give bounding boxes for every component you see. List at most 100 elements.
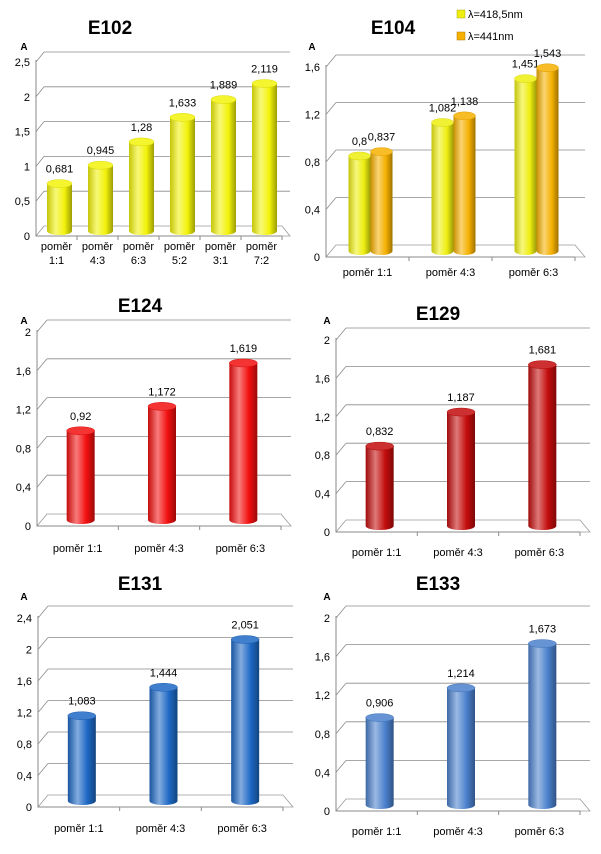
gridline-edge (325, 54, 337, 68)
y-tick-label: 0 (25, 521, 31, 533)
bar-top (128, 137, 155, 147)
data-label: 1,444 (150, 667, 178, 679)
gridline-edge (35, 156, 45, 167)
bar-body (148, 406, 176, 524)
gridline-edge (37, 700, 49, 713)
y-tick-label: 0,4 (305, 205, 320, 217)
bar-body (67, 715, 96, 805)
y-tick-label: 0 (26, 802, 32, 814)
x-tick-label: poměr 6:3 (515, 547, 565, 559)
gridline-edge (325, 149, 337, 163)
y-axis-label: A (20, 42, 27, 53)
gridline-edge (335, 442, 347, 456)
bar-body (528, 643, 557, 809)
y-tick-label: 0,4 (315, 767, 330, 779)
bar-body (370, 151, 393, 255)
bar-top (431, 118, 454, 127)
x-tick-label: poměr 4:3 (433, 826, 483, 838)
bar-e124-3 (229, 358, 258, 524)
gridline-edge (36, 358, 48, 372)
bar-body (88, 165, 113, 235)
bar-e133-3 (528, 639, 557, 809)
bar-body (211, 99, 236, 235)
bar-body (47, 183, 72, 235)
bar-e131-3 (230, 635, 260, 805)
y-axis-label: A (323, 316, 330, 327)
x-tick-label: poměr 1:1 (54, 823, 104, 835)
chart-title: E124 (118, 296, 163, 317)
gridline-edge (37, 763, 49, 776)
bar-e133-1 (365, 713, 394, 809)
bar-top (528, 360, 557, 369)
bar-e104-1-s2 (370, 147, 393, 255)
data-label: 1,633 (169, 97, 197, 109)
bar-top (149, 683, 178, 692)
y-tick-label: 0,4 (17, 771, 32, 783)
legend-swatch (456, 9, 466, 19)
bar-top (67, 711, 97, 720)
bar-top (169, 113, 196, 122)
y-tick-label: 0 (314, 252, 320, 264)
gridline-edge (335, 644, 347, 657)
x-tick-label: 7:2 (254, 255, 269, 267)
x-tick-label: 6:3 (131, 255, 146, 267)
bar-body (252, 83, 277, 235)
bar-e104-3-s2 (536, 63, 559, 255)
x-tick-label: poměr 1:1 (53, 543, 103, 555)
gridline-edge (35, 51, 45, 63)
data-label: 1,28 (131, 122, 152, 134)
gridline-edge (335, 760, 347, 773)
y-axis-label: A (323, 592, 330, 603)
gridline-edge (35, 190, 45, 202)
bar-body (149, 687, 178, 805)
chart-e133: 0 0,4 0,8 1,2 1,6 2 E133 A 0,906 poměr 1:1 1,214 po… (315, 574, 591, 838)
y-axis-label: A (20, 316, 27, 327)
bar-body (431, 122, 454, 255)
bar-body (231, 639, 260, 805)
y-tick-label: 2 (26, 645, 32, 657)
gridline-edge (37, 668, 49, 682)
data-label: 1,673 (529, 624, 557, 636)
bar-e102-2 (87, 160, 114, 235)
bar-e102-4 (169, 113, 196, 235)
y-tick-label: 1,2 (16, 405, 31, 417)
y-tick-label: 1,2 (17, 708, 32, 720)
y-tick-label: 2,5 (15, 57, 30, 69)
bar-top (251, 79, 278, 88)
data-label: 0,92 (70, 411, 91, 423)
x-tick-label: poměr (205, 241, 237, 253)
gridline-edge (37, 605, 49, 619)
bar-e131-2 (149, 683, 178, 805)
bar-body (365, 446, 394, 530)
gridline-edge (335, 721, 347, 735)
y-tick-label: 0,8 (315, 729, 330, 741)
legend-swatch (456, 31, 466, 41)
y-axis-label: A (308, 42, 315, 53)
legend-label: λ=418,5nm (468, 9, 523, 21)
bar-e133-2 (446, 683, 476, 809)
gridline-edge (335, 327, 347, 341)
gridline-edge (36, 397, 48, 410)
bar-e104-2-s1 (431, 118, 454, 255)
data-label: 2,051 (231, 619, 259, 631)
x-tick-label: poměr 6:3 (216, 543, 266, 555)
chart-e102: 0 0,5 1 1,5 2 2,5 E102 A 0,681 poměr 1:1 0,945 poměr… (15, 18, 291, 267)
y-tick-label: 2 (25, 327, 31, 339)
x-tick-label: poměr (164, 241, 196, 253)
bar-top (365, 441, 394, 451)
bar-top (46, 179, 73, 188)
bar-top (514, 74, 537, 83)
y-tick-label: 2 (24, 92, 30, 104)
data-label: 0,832 (366, 426, 394, 438)
gridline-edge (325, 102, 337, 115)
bar-e102-6 (251, 79, 278, 235)
data-label: 1,082 (429, 103, 457, 115)
chart-title: E133 (416, 574, 460, 595)
bar-e131-1 (67, 711, 97, 805)
y-tick-label: 0,5 (15, 196, 30, 208)
bar-top (87, 160, 114, 170)
chart-title: E104 (371, 18, 416, 39)
x-tick-label: poměr 4:3 (136, 823, 186, 835)
data-label: 1,187 (447, 392, 475, 404)
